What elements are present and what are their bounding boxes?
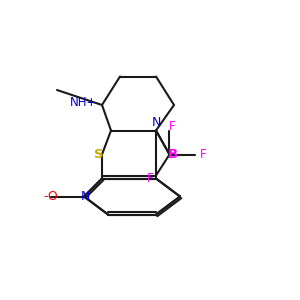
Text: NH+: NH+ bbox=[70, 95, 98, 109]
Text: S: S bbox=[94, 148, 104, 161]
Text: -O: -O bbox=[44, 190, 59, 203]
Text: F: F bbox=[169, 119, 176, 133]
Text: N: N bbox=[151, 116, 161, 130]
Text: F: F bbox=[147, 172, 153, 185]
Text: N: N bbox=[81, 190, 90, 203]
Text: B: B bbox=[167, 148, 178, 161]
Text: F: F bbox=[200, 148, 206, 161]
